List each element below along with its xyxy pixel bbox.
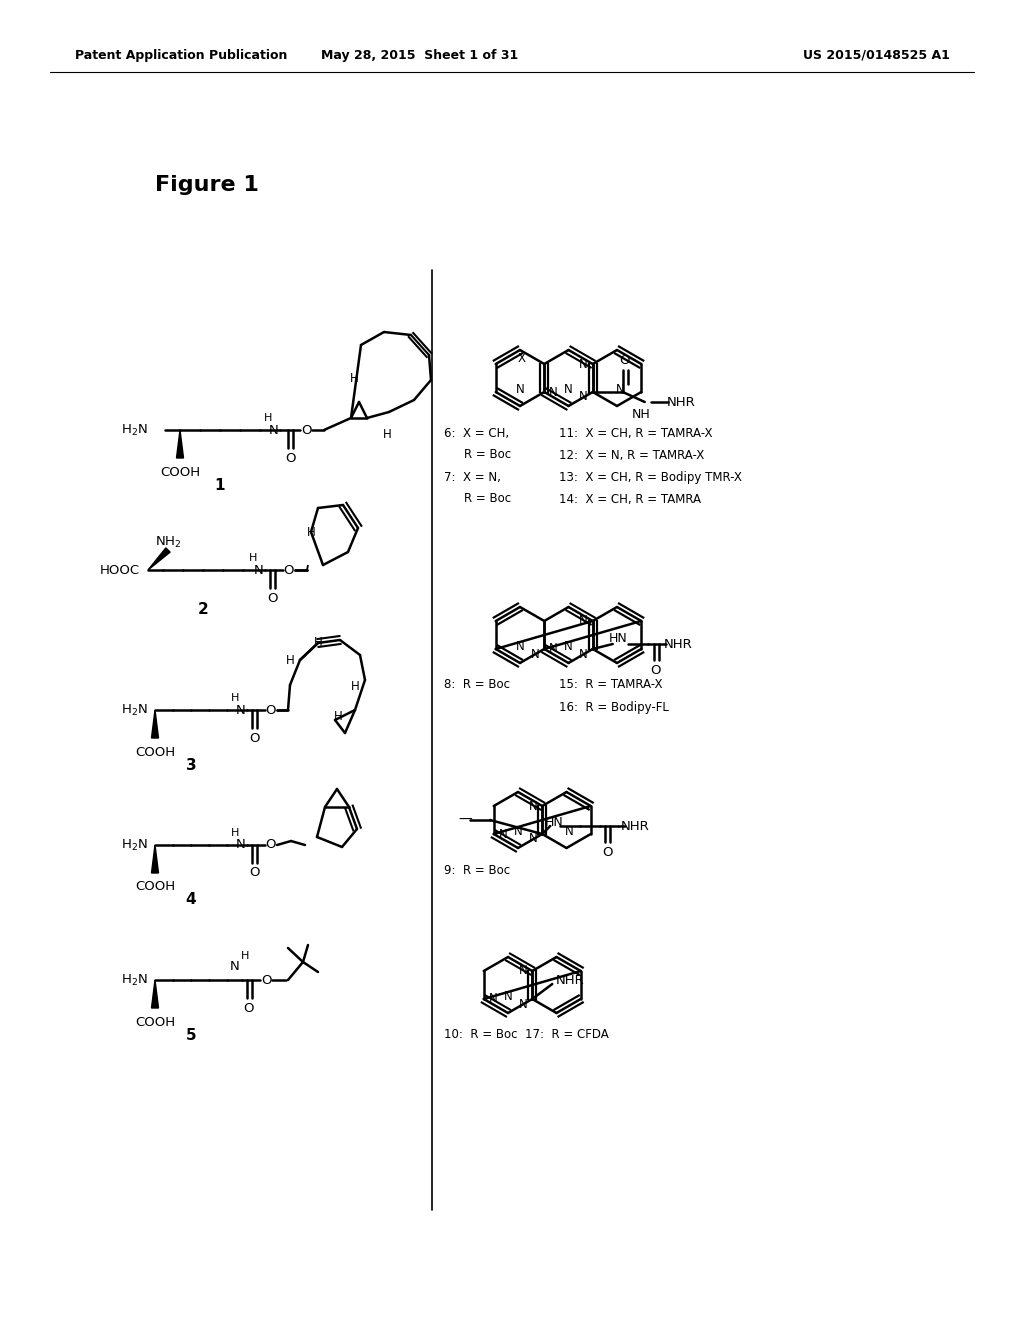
Text: H: H	[264, 413, 272, 422]
Text: H$_2$N: H$_2$N	[121, 973, 148, 987]
Text: N: N	[530, 648, 540, 660]
Text: 15:  R = TAMRA-X: 15: R = TAMRA-X	[559, 678, 663, 692]
Text: US 2015/0148525 A1: US 2015/0148525 A1	[803, 49, 950, 62]
Text: O: O	[301, 424, 311, 437]
Text: 11:  X = CH, R = TAMRA-X: 11: X = CH, R = TAMRA-X	[559, 426, 713, 440]
Text: H: H	[241, 950, 249, 961]
Text: H: H	[230, 828, 240, 838]
Text: H: H	[383, 429, 391, 441]
Polygon shape	[152, 979, 159, 1008]
Text: H$_2$N: H$_2$N	[121, 702, 148, 718]
Text: O: O	[249, 731, 259, 744]
Text: N: N	[549, 643, 558, 656]
Text: N: N	[549, 385, 558, 399]
Text: N: N	[579, 358, 588, 371]
Text: COOH: COOH	[160, 466, 200, 479]
Text: 1: 1	[215, 478, 225, 492]
Polygon shape	[176, 430, 183, 458]
Text: O: O	[650, 664, 662, 676]
Text: Patent Application Publication: Patent Application Publication	[75, 49, 288, 62]
Text: N: N	[504, 990, 512, 1003]
Text: H: H	[306, 525, 315, 539]
Text: May 28, 2015  Sheet 1 of 31: May 28, 2015 Sheet 1 of 31	[322, 49, 518, 62]
Text: N: N	[615, 383, 625, 396]
Text: O: O	[284, 564, 294, 577]
Text: NHR: NHR	[664, 638, 692, 651]
Text: 6:  X = CH,: 6: X = CH,	[444, 426, 509, 440]
Text: NHR: NHR	[556, 974, 585, 987]
Text: O: O	[249, 866, 259, 879]
Text: O: O	[620, 354, 630, 367]
Text: N: N	[564, 383, 572, 396]
Text: O: O	[266, 591, 278, 605]
Text: N: N	[237, 838, 246, 851]
Text: 10:  R = Boc  17:  R = CFDA: 10: R = Boc 17: R = CFDA	[444, 1028, 608, 1041]
Text: 16:  R = Bodipy-FL: 16: R = Bodipy-FL	[559, 701, 669, 714]
Text: N: N	[579, 391, 588, 404]
Text: O: O	[602, 846, 612, 858]
Text: NHR: NHR	[667, 396, 695, 408]
Text: 12:  X = N, R = TAMRA-X: 12: X = N, R = TAMRA-X	[559, 449, 705, 462]
Polygon shape	[152, 710, 159, 738]
Text: O: O	[266, 704, 276, 717]
Text: —: —	[458, 813, 472, 828]
Text: O: O	[244, 1002, 254, 1015]
Text: N: N	[254, 564, 264, 577]
Text: HN: HN	[545, 816, 563, 829]
Text: N: N	[579, 648, 588, 660]
Text: 14:  X = CH, R = TAMRA: 14: X = CH, R = TAMRA	[559, 492, 701, 506]
Text: 8:  R = Boc: 8: R = Boc	[444, 678, 510, 692]
Polygon shape	[148, 548, 170, 570]
Text: N: N	[564, 640, 572, 653]
Text: 2: 2	[198, 602, 208, 618]
Text: R = Boc: R = Boc	[464, 492, 511, 506]
Text: N: N	[516, 383, 524, 396]
Text: N: N	[230, 960, 240, 973]
Text: 3: 3	[185, 758, 197, 772]
Text: H: H	[230, 693, 240, 704]
Text: N: N	[269, 424, 279, 437]
Text: NHR: NHR	[621, 820, 649, 833]
Text: N: N	[518, 965, 527, 978]
Text: R = Boc: R = Boc	[464, 449, 511, 462]
Text: N: N	[514, 825, 522, 838]
Text: N: N	[499, 828, 508, 841]
Text: N: N	[237, 704, 246, 717]
Text: O: O	[266, 838, 276, 851]
Text: N: N	[516, 640, 524, 653]
Text: H: H	[350, 681, 359, 693]
Text: N: N	[579, 615, 588, 627]
Text: O: O	[261, 974, 271, 986]
Text: N: N	[528, 833, 538, 846]
Text: N: N	[565, 825, 573, 838]
Text: H: H	[313, 636, 323, 649]
Text: H: H	[249, 553, 257, 564]
Text: 5: 5	[185, 1027, 197, 1043]
Text: NH: NH	[632, 408, 650, 421]
Text: HOOC: HOOC	[100, 564, 140, 577]
Text: O: O	[285, 451, 295, 465]
Text: H$_2$N: H$_2$N	[121, 422, 148, 437]
Text: Figure 1: Figure 1	[155, 176, 259, 195]
Text: COOH: COOH	[135, 746, 175, 759]
Text: NH$_2$: NH$_2$	[155, 535, 181, 549]
Polygon shape	[152, 845, 159, 873]
Text: X: X	[518, 351, 526, 364]
Text: H: H	[349, 371, 358, 384]
Text: H: H	[286, 653, 294, 667]
Text: 13:  X = CH, R = Bodipy TMR-X: 13: X = CH, R = Bodipy TMR-X	[559, 470, 741, 483]
Text: 9:  R = Boc: 9: R = Boc	[444, 863, 510, 876]
Text: N: N	[528, 800, 538, 813]
Text: N: N	[488, 993, 498, 1006]
Text: COOH: COOH	[135, 880, 175, 894]
Text: COOH: COOH	[135, 1015, 175, 1028]
Text: H: H	[334, 710, 342, 723]
Text: H$_2$N: H$_2$N	[121, 837, 148, 853]
Text: 7:  X = N,: 7: X = N,	[444, 470, 501, 483]
Text: N: N	[518, 998, 527, 1011]
Text: 4: 4	[185, 892, 197, 908]
Text: HN: HN	[608, 632, 627, 645]
